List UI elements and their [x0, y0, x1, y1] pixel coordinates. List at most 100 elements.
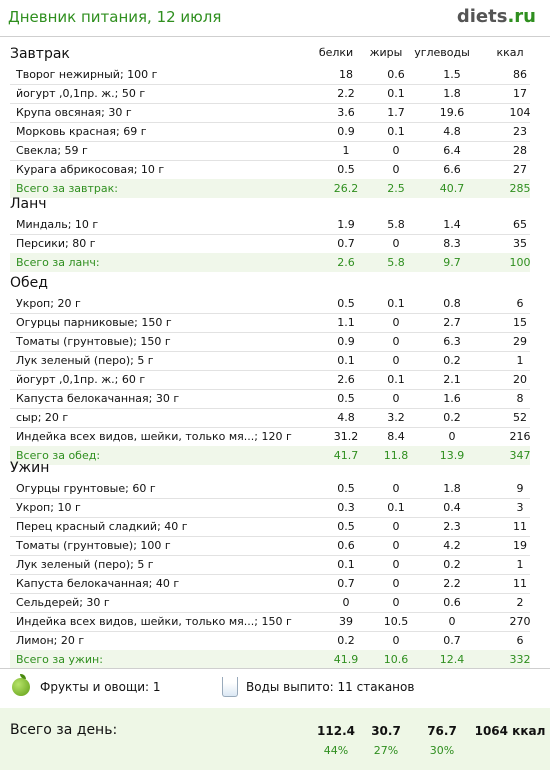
- carbs-cell: 6.6: [443, 163, 461, 176]
- day-fat-pct: 27%: [373, 744, 399, 757]
- carbs-cell: 0.7: [443, 634, 461, 647]
- food-row[interactable]: Лук зеленый (перо); 5 г 0.1 0 0.2 1: [10, 351, 530, 371]
- carbs-cell: 0.2: [443, 354, 461, 367]
- day-total-label: Всего за день:: [10, 722, 118, 738]
- extras-row: Фрукты и овощи: 1 Воды выпито: 11 стакан…: [0, 674, 550, 700]
- kcal-cell: 2: [516, 596, 524, 609]
- food-name: Индейка всех видов, шейки, только мя...;…: [16, 615, 292, 628]
- food-row[interactable]: Творог нежирный; 100 г 18 0.6 1.5 86: [10, 65, 530, 85]
- protein-cell: 0.1: [337, 354, 355, 367]
- food-row[interactable]: Курага абрикосовая; 10 г 0.5 0 6.6 27: [10, 160, 530, 180]
- day-protein-pct: 44%: [323, 744, 349, 757]
- food-row[interactable]: Укроп; 10 г 0.3 0.1 0.4 3: [10, 498, 530, 518]
- food-name: Морковь красная; 69 г: [16, 125, 147, 138]
- food-name: Лук зеленый (перо); 5 г: [16, 354, 154, 367]
- food-row[interactable]: Перец красный сладкий; 40 г 0.5 0 2.3 11: [10, 517, 530, 537]
- food-name: Всего за обед:: [16, 449, 101, 462]
- carbs-cell: 2.3: [443, 520, 461, 533]
- carbs-cell: 4.2: [443, 539, 461, 552]
- water-label: Воды выпито: 11 стаканов: [246, 680, 415, 694]
- food-row[interactable]: сыр; 20 г 4.8 3.2 0.2 52: [10, 408, 530, 428]
- protein-cell: 1.9: [337, 218, 355, 231]
- fat-cell: 0: [392, 144, 400, 157]
- kcal-cell: 3: [516, 501, 524, 514]
- protein-cell: 0.9: [337, 125, 355, 138]
- carbs-cell: 12.4: [439, 653, 465, 666]
- carbs-cell: 19.6: [439, 106, 465, 119]
- kcal-cell: 6: [516, 297, 524, 310]
- food-name: Капуста белокачанная; 40 г: [16, 577, 180, 590]
- food-name: Огурцы парниковые; 150 г: [16, 316, 172, 329]
- food-row[interactable]: Томаты (грунтовые); 150 г 0.9 0 6.3 29: [10, 332, 530, 352]
- carbs-cell: 2.2: [443, 577, 461, 590]
- food-row[interactable]: Индейка всех видов, шейки, только мя...;…: [10, 427, 531, 447]
- kcal-cell: 6: [516, 634, 524, 647]
- fat-cell: 8.4: [387, 430, 405, 443]
- food-name: Томаты (грунтовые); 150 г: [16, 335, 171, 348]
- food-row[interactable]: Лимон; 20 г 0.2 0 0.7 6: [10, 631, 530, 651]
- kcal-cell: 27: [513, 163, 527, 176]
- fat-cell: 0: [392, 163, 400, 176]
- protein-cell: 2.2: [337, 87, 355, 100]
- kcal-cell: 86: [513, 68, 527, 81]
- fat-cell: 10.6: [383, 653, 409, 666]
- section-total-row: Всего за обед: 41.7 11.8 13.9 347: [10, 446, 531, 465]
- carbs-cell: 0.4: [443, 501, 461, 514]
- protein-cell: 18: [339, 68, 353, 81]
- food-name: Томаты (грунтовые); 100 г: [16, 539, 171, 552]
- food-row[interactable]: Томаты (грунтовые); 100 г 0.6 0 4.2 19: [10, 536, 530, 556]
- kcal-cell: 20: [513, 373, 527, 386]
- food-name: Капуста белокачанная; 30 г: [16, 392, 180, 405]
- food-row[interactable]: Капуста белокачанная; 30 г 0.5 0 1.6 8: [10, 389, 530, 409]
- protein-cell: 1.1: [337, 316, 355, 329]
- food-row[interactable]: йогурт ,0,1пр. ж.; 50 г 2.2 0.1 1.8 17: [10, 84, 530, 104]
- food-row[interactable]: йогурт ,0,1пр. ж.; 60 г 2.6 0.1 2.1 20: [10, 370, 530, 390]
- carbs-cell: 1.6: [443, 392, 461, 405]
- protein-cell: 0.1: [337, 558, 355, 571]
- food-row[interactable]: Миндаль; 10 г 1.9 5.8 1.4 65: [10, 215, 530, 235]
- fat-cell: 0: [392, 482, 400, 495]
- carbs-cell: 8.3: [443, 237, 461, 250]
- fat-cell: 0: [392, 539, 400, 552]
- food-name: Персики; 80 г: [16, 237, 96, 250]
- carbs-cell: 0.8: [443, 297, 461, 310]
- protein-cell: 0.3: [337, 501, 355, 514]
- protein-cell: 0: [342, 596, 350, 609]
- brand-logo[interactable]: diets.ru: [457, 6, 536, 27]
- glass-icon: [222, 677, 238, 697]
- food-row[interactable]: Индейка всех видов, шейки, только мя...;…: [10, 612, 531, 632]
- fat-cell: 0: [392, 392, 400, 405]
- carbs-cell: 6.4: [443, 144, 461, 157]
- food-name: Огурцы грунтовые; 60 г: [16, 482, 156, 495]
- carbs-cell: 0.6: [443, 596, 461, 609]
- food-row[interactable]: Крупа овсяная; 30 г 3.6 1.7 19.6 104: [10, 103, 531, 123]
- food-row[interactable]: Капуста белокачанная; 40 г 0.7 0 2.2 11: [10, 574, 530, 594]
- kcal-cell: 19: [513, 539, 527, 552]
- food-row[interactable]: Лук зеленый (перо); 5 г 0.1 0 0.2 1: [10, 555, 530, 575]
- section-total-row: Всего за завтрак: 26.2 2.5 40.7 285: [10, 179, 531, 198]
- kcal-cell: 9: [516, 482, 524, 495]
- food-row[interactable]: Свекла; 59 г 1 0 6.4 28: [10, 141, 530, 161]
- protein-cell: 3.6: [337, 106, 355, 119]
- protein-cell: 41.7: [333, 449, 359, 462]
- food-row[interactable]: Огурцы грунтовые; 60 г 0.5 0 1.8 9: [10, 479, 530, 499]
- brand-tld: .ru: [507, 6, 536, 27]
- protein-cell: 26.2: [333, 182, 359, 195]
- food-row[interactable]: Огурцы парниковые; 150 г 1.1 0 2.7 15: [10, 313, 530, 333]
- carbs-cell: 1.8: [443, 482, 461, 495]
- protein-cell: 0.7: [337, 237, 355, 250]
- kcal-cell: 1: [516, 558, 524, 571]
- kcal-cell: 216: [509, 430, 531, 443]
- food-row[interactable]: Сельдерей; 30 г 0 0 0.6 2: [10, 593, 530, 613]
- food-row[interactable]: Укроп; 20 г 0.5 0.1 0.8 6: [10, 294, 530, 314]
- food-row[interactable]: Персики; 80 г 0.7 0 8.3 35: [10, 234, 530, 254]
- food-row[interactable]: Морковь красная; 69 г 0.9 0.1 4.8 23: [10, 122, 530, 142]
- fat-cell: 1.7: [387, 106, 405, 119]
- protein-cell: 0.5: [337, 163, 355, 176]
- day-kcal: 1064 ккал: [474, 724, 546, 738]
- col-fat: жиры: [369, 46, 403, 59]
- protein-cell: 2.6: [337, 256, 355, 269]
- fruits-label: Фрукты и овощи: 1: [40, 680, 161, 694]
- carbs-cell: 2.1: [443, 373, 461, 386]
- fat-cell: 0: [392, 335, 400, 348]
